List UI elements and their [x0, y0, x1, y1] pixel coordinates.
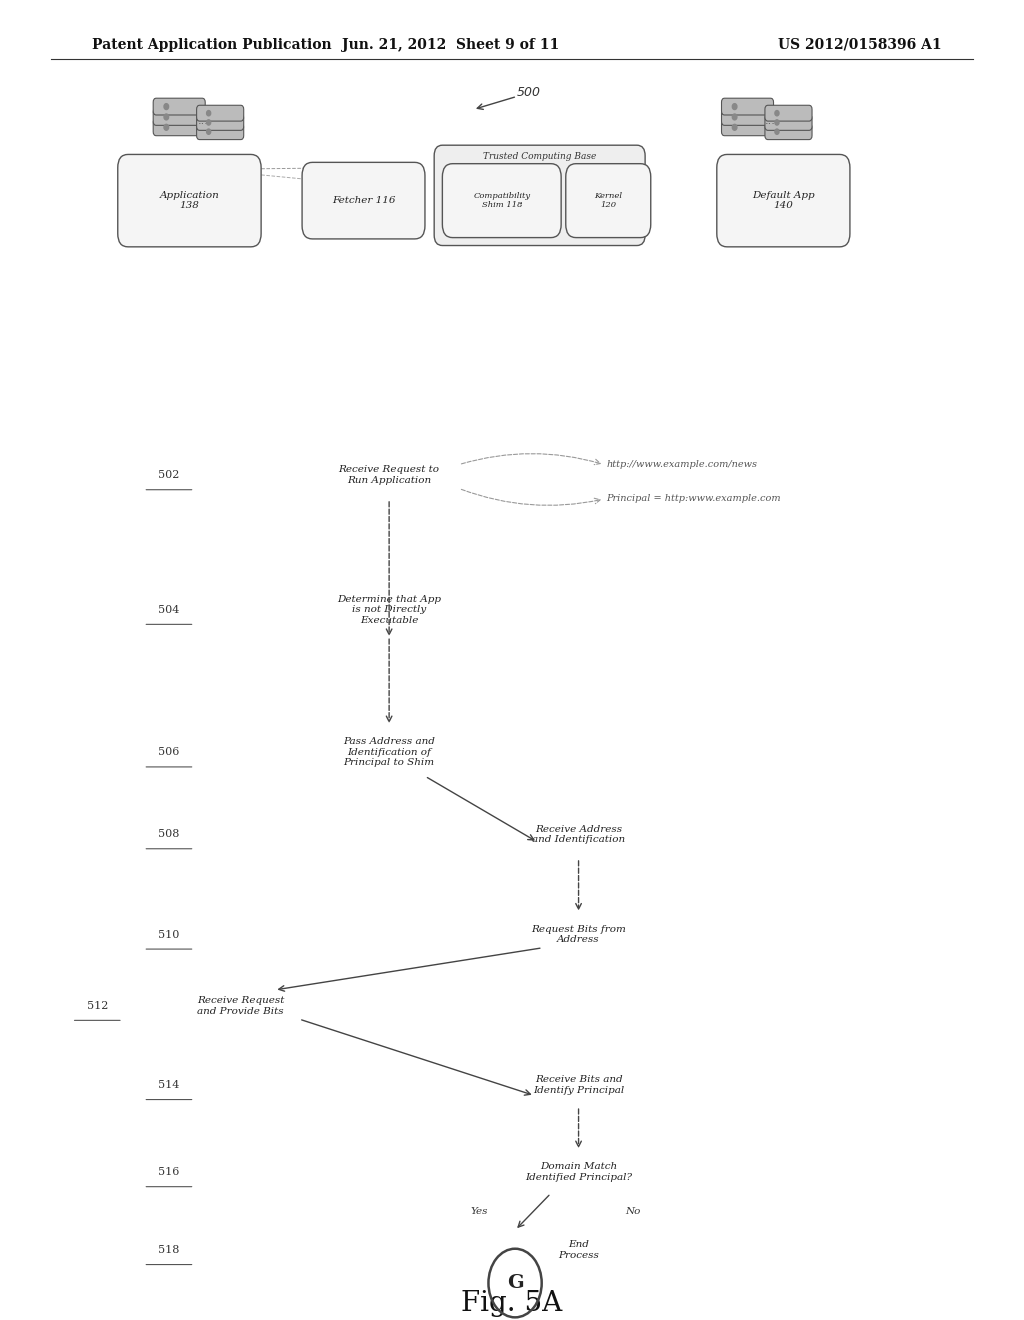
FancyBboxPatch shape — [154, 119, 205, 136]
Text: Trusted Computing Base: Trusted Computing Base — [483, 152, 596, 161]
FancyBboxPatch shape — [197, 106, 244, 121]
Text: 504: 504 — [159, 605, 179, 615]
Text: Principal = http:www.example.com: Principal = http:www.example.com — [606, 495, 781, 503]
FancyBboxPatch shape — [442, 164, 561, 238]
Text: Request Bits from
Address: Request Bits from Address — [531, 925, 626, 944]
Text: 502: 502 — [159, 470, 179, 480]
Text: 508: 508 — [159, 829, 179, 840]
Text: ...: ... — [198, 116, 208, 127]
Circle shape — [164, 114, 169, 120]
Circle shape — [207, 129, 211, 135]
Text: ...: ... — [765, 116, 775, 127]
FancyBboxPatch shape — [722, 98, 773, 115]
Circle shape — [732, 104, 737, 110]
Text: 506: 506 — [159, 747, 179, 758]
Text: 500: 500 — [517, 86, 541, 99]
FancyBboxPatch shape — [722, 119, 773, 136]
Circle shape — [164, 104, 169, 110]
Text: Pass Address and
Identification of
Principal to Shim: Pass Address and Identification of Princ… — [343, 738, 435, 767]
Text: Application
138: Application 138 — [160, 191, 219, 210]
Text: Default App
140: Default App 140 — [752, 191, 815, 210]
Text: Receive Request to
Run Application: Receive Request to Run Application — [339, 466, 439, 484]
Text: End
Process: End Process — [558, 1241, 599, 1259]
Circle shape — [207, 111, 211, 116]
Text: Patent Application Publication: Patent Application Publication — [92, 38, 332, 51]
Text: Receive Bits and
Identify Principal: Receive Bits and Identify Principal — [532, 1076, 625, 1094]
Text: G: G — [507, 1274, 523, 1292]
Text: 516: 516 — [159, 1167, 179, 1177]
FancyBboxPatch shape — [722, 108, 773, 125]
Text: US 2012/0158396 A1: US 2012/0158396 A1 — [778, 38, 942, 51]
Text: Receive Address
and Identification: Receive Address and Identification — [532, 825, 625, 843]
FancyBboxPatch shape — [765, 124, 812, 140]
Circle shape — [207, 120, 211, 125]
Circle shape — [775, 111, 779, 116]
FancyBboxPatch shape — [154, 108, 205, 125]
FancyBboxPatch shape — [717, 154, 850, 247]
Text: No: No — [625, 1208, 641, 1216]
Text: Domain Match
Identified Principal?: Domain Match Identified Principal? — [525, 1163, 632, 1181]
Text: Fetcher 116: Fetcher 116 — [332, 197, 395, 205]
Text: Compatibility
Shim 118: Compatibility Shim 118 — [473, 191, 530, 210]
FancyBboxPatch shape — [302, 162, 425, 239]
Text: Yes: Yes — [470, 1208, 488, 1216]
Text: Receive Request
and Provide Bits: Receive Request and Provide Bits — [197, 997, 285, 1015]
FancyBboxPatch shape — [197, 124, 244, 140]
Text: 510: 510 — [159, 929, 179, 940]
Text: Jun. 21, 2012  Sheet 9 of 11: Jun. 21, 2012 Sheet 9 of 11 — [342, 38, 559, 51]
FancyBboxPatch shape — [765, 106, 812, 121]
Text: 512: 512 — [87, 1001, 108, 1011]
FancyBboxPatch shape — [565, 164, 651, 238]
Text: http://www.example.com/news: http://www.example.com/news — [606, 461, 757, 469]
Circle shape — [164, 124, 169, 131]
Text: Fig. 5A: Fig. 5A — [462, 1291, 562, 1317]
FancyBboxPatch shape — [197, 115, 244, 131]
FancyBboxPatch shape — [118, 154, 261, 247]
Text: Kernel
120: Kernel 120 — [594, 191, 623, 210]
Text: Determine that App
is not Directly
Executable: Determine that App is not Directly Execu… — [337, 595, 441, 624]
Circle shape — [732, 114, 737, 120]
FancyBboxPatch shape — [434, 145, 645, 246]
Circle shape — [775, 120, 779, 125]
FancyBboxPatch shape — [154, 98, 205, 115]
Text: 514: 514 — [159, 1080, 179, 1090]
FancyBboxPatch shape — [765, 115, 812, 131]
Circle shape — [775, 129, 779, 135]
Text: 518: 518 — [159, 1245, 179, 1255]
Circle shape — [732, 124, 737, 131]
